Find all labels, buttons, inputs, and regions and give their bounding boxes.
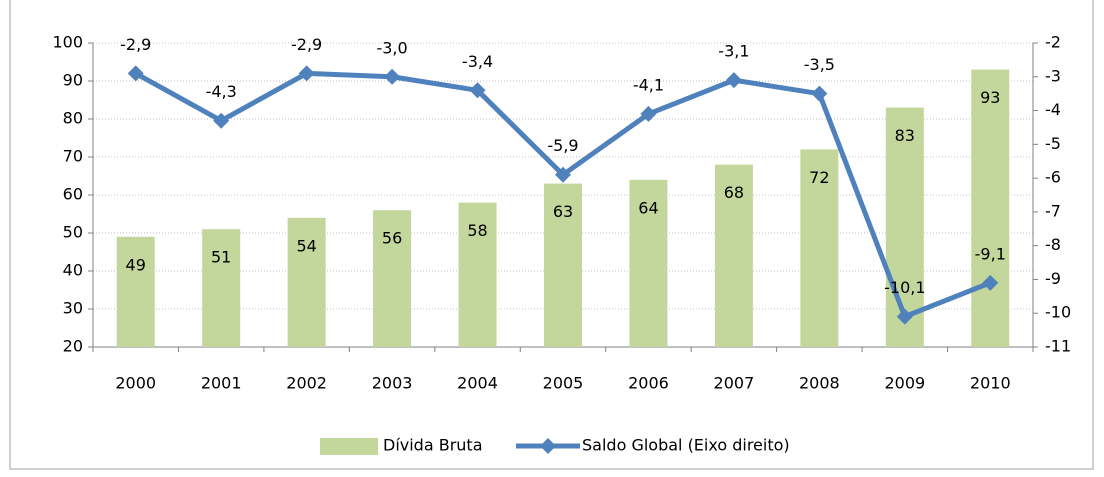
y2-tick-label: -11 — [1045, 337, 1071, 356]
bar — [885, 107, 924, 347]
x-tick-label: 2008 — [799, 374, 840, 393]
line-value-label: -3,1 — [718, 42, 749, 61]
x-tick-label: 2006 — [628, 374, 669, 393]
bar-value-label: 58 — [467, 221, 487, 240]
x-tick-label: 2005 — [543, 374, 584, 393]
bar-value-label: 93 — [980, 88, 1000, 107]
y-tick-label: 20 — [63, 337, 83, 356]
x-tick-label: 2009 — [884, 374, 925, 393]
line-marker — [298, 65, 315, 82]
line-value-label: -4,3 — [206, 82, 237, 101]
bar-value-label: 72 — [809, 168, 829, 187]
line-marker — [469, 82, 486, 99]
x-tick-label: 2000 — [115, 374, 156, 393]
line-marker — [725, 72, 742, 89]
x-tick-label: 2001 — [201, 374, 242, 393]
y2-tick-label: -6 — [1045, 168, 1061, 187]
line-marker — [127, 65, 144, 82]
bar-value-label: 68 — [724, 183, 744, 202]
bar — [544, 183, 582, 347]
bar — [800, 149, 839, 347]
line-value-label: -2,9 — [120, 35, 151, 54]
bar-value-label: 63 — [553, 202, 573, 221]
line-value-label: -3,0 — [376, 38, 407, 57]
line-marker — [555, 166, 571, 183]
bar-value-label: 54 — [296, 236, 316, 255]
y2-tick-label: -2 — [1045, 33, 1061, 52]
line-marker — [811, 85, 828, 102]
line-marker — [896, 308, 913, 325]
line-value-label: -9,1 — [975, 244, 1006, 263]
legend-label: Dívida Bruta — [383, 436, 483, 455]
x-tick-label: 2004 — [457, 374, 498, 393]
y-tick-label: 70 — [63, 147, 83, 166]
legend-marker — [540, 438, 556, 454]
y2-tick-label: -7 — [1045, 201, 1061, 220]
y2-tick-label: -3 — [1045, 66, 1061, 85]
y2-tick-label: -5 — [1045, 134, 1061, 153]
bar-value-label: 56 — [382, 229, 402, 248]
x-tick-label: 2007 — [714, 374, 755, 393]
y-tick-label: 50 — [63, 223, 83, 242]
bar — [116, 236, 155, 347]
legend-label: Saldo Global (Eixo direito) — [582, 436, 790, 455]
line-value-label: -2,9 — [291, 35, 322, 54]
chart-frame — [9, 0, 1094, 470]
y2-tick-label: -8 — [1045, 235, 1061, 254]
y-tick-label: 100 — [52, 33, 83, 52]
bar — [287, 217, 326, 347]
line-value-label: -5,9 — [547, 136, 578, 155]
y2-tick-label: -9 — [1045, 269, 1061, 288]
bar-value-label: 51 — [211, 248, 231, 267]
bar — [373, 210, 412, 347]
line-value-label: -4,1 — [633, 75, 664, 94]
y-tick-label: 40 — [63, 261, 83, 280]
y-tick-label: 80 — [63, 109, 83, 128]
line-marker — [640, 105, 657, 122]
bar — [458, 202, 497, 347]
bar — [714, 164, 753, 347]
line-value-label: -3,4 — [462, 52, 493, 71]
x-tick-label: 2002 — [286, 374, 327, 393]
bar — [202, 229, 241, 347]
y2-tick-label: -10 — [1045, 303, 1071, 322]
line-value-label: -10,1 — [884, 278, 925, 297]
y-tick-label: 60 — [63, 185, 83, 204]
line-marker — [213, 112, 230, 129]
x-tick-label: 2003 — [372, 374, 413, 393]
y-tick-label: 30 — [63, 299, 83, 318]
y-tick-label: 90 — [63, 71, 83, 90]
line-value-label: -3,5 — [804, 55, 835, 74]
bar-value-label: 64 — [638, 198, 658, 217]
y2-tick-label: -4 — [1045, 100, 1061, 119]
line-marker — [384, 68, 401, 85]
x-tick-label: 2010 — [970, 374, 1011, 393]
bar-value-label: 49 — [126, 255, 146, 274]
line-marker — [982, 274, 999, 291]
bar-value-label: 83 — [895, 126, 915, 145]
bar — [971, 69, 1010, 347]
legend-swatch — [320, 438, 378, 455]
bar — [629, 179, 668, 347]
